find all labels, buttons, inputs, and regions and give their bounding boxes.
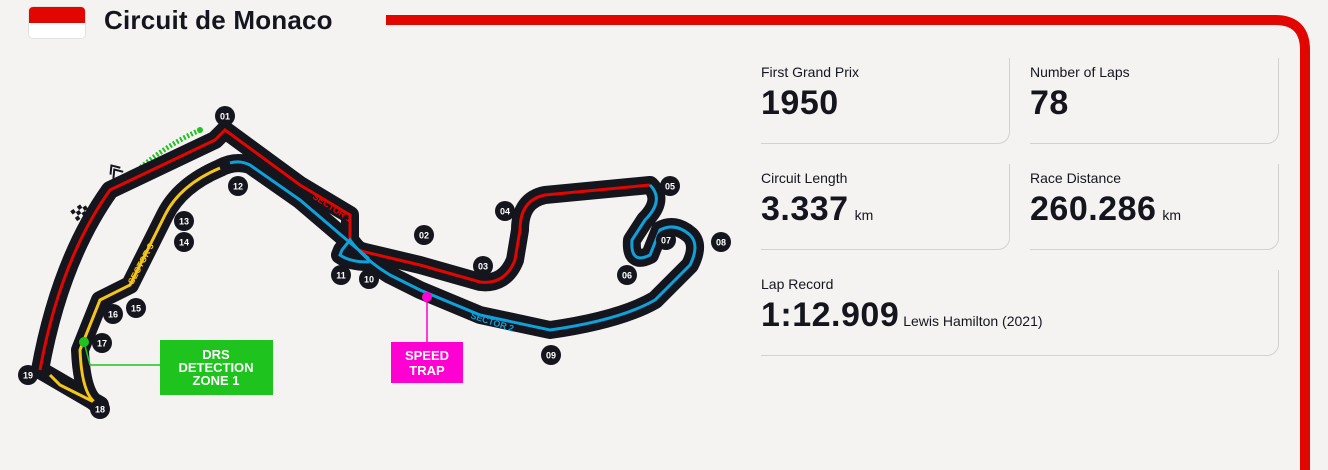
- drs-connector: [83, 341, 160, 366]
- stat-circuit-length: Circuit Length 3.337 km: [761, 164, 1010, 250]
- turn-marker-18: 18: [90, 399, 110, 419]
- turn-marker-circle: [495, 201, 515, 221]
- turn-marker-label: 09: [546, 351, 556, 361]
- turn-marker-label: 08: [716, 238, 726, 248]
- turn-marker-label: 11: [336, 271, 346, 281]
- turn-marker-label: 01: [220, 112, 230, 122]
- track-map: SECTOR 1 SECTOR 2 SECTOR 3 DRS DETECTION…: [18, 106, 731, 419]
- turn-marker-circle: [215, 106, 235, 126]
- turn-marker-11: 11: [331, 265, 351, 285]
- turn-marker-circle: [90, 399, 110, 419]
- turn-marker-circle: [359, 269, 379, 289]
- turn-marker-13: 13: [174, 211, 194, 231]
- stat-first-grand-prix: First Grand Prix 1950: [761, 58, 1010, 144]
- turn-marker-circle: [18, 365, 38, 385]
- turn-marker-label: 10: [364, 275, 374, 285]
- circuit-title: Circuit de Monaco: [104, 5, 333, 35]
- number-of-laps-label: Number of Laps: [1030, 64, 1130, 80]
- drs-label-line-1: DRS: [202, 347, 230, 362]
- turn-marker-10: 10: [359, 269, 379, 289]
- turn-marker-02: 02: [414, 225, 434, 245]
- turn-marker-label: 19: [23, 371, 33, 381]
- stat-number-of-laps: Number of Laps 78: [1030, 58, 1279, 144]
- turn-marker-label: 18: [95, 405, 105, 415]
- turn-marker-label: 14: [179, 238, 189, 248]
- turn-marker-19: 19: [18, 365, 38, 385]
- turn-marker-09: 09: [541, 345, 561, 365]
- number-of-laps-value: 78: [1030, 84, 1069, 122]
- turn-marker-circle: [92, 333, 112, 353]
- race-distance-label: Race Distance: [1030, 170, 1122, 186]
- drs-zone-arc-end: [197, 127, 203, 133]
- lap-record-holder: Lewis Hamilton (2021): [903, 313, 1043, 329]
- turn-marker-label: 12: [233, 182, 243, 192]
- turn-marker-circle: [174, 211, 194, 231]
- drs-label-line-2: DETECTION: [178, 360, 253, 375]
- lap-record-label: Lap Record: [761, 276, 834, 292]
- first-grand-prix-label: First Grand Prix: [761, 64, 860, 80]
- turn-marker-circle: [473, 256, 493, 276]
- chequered-flag-icon: [70, 204, 88, 222]
- direction-arrows-icon: [109, 164, 124, 179]
- turn-marker-circle: [126, 298, 146, 318]
- sector-2-line: [229, 160, 697, 332]
- turn-marker-label: 06: [622, 271, 632, 281]
- monaco-flag: [29, 7, 85, 38]
- turn-markers: 01 02 03 04 05 06 07 08 09 10 11 12 13 14 15 16 17 18 19: [18, 106, 731, 419]
- turn-marker-label: 05: [665, 182, 675, 192]
- turn-marker-15: 15: [126, 298, 146, 318]
- race-distance-value: 260.286 km: [1030, 190, 1181, 229]
- turn-marker-circle: [103, 304, 123, 324]
- turn-marker-05: 05: [660, 176, 680, 196]
- drs-label-box: [160, 340, 273, 395]
- turn-marker-03: 03: [473, 256, 493, 276]
- turn-marker-circle: [656, 230, 676, 250]
- turn-marker-circle: [711, 232, 731, 252]
- circuit-length-number: 3.337: [761, 190, 849, 228]
- turn-marker-label: 13: [179, 217, 189, 227]
- turn-marker-07: 07: [656, 230, 676, 250]
- turn-marker-12: 12: [228, 176, 248, 196]
- turn-marker-label: 17: [97, 339, 107, 349]
- circuit-length-unit: km: [854, 207, 874, 223]
- circuit-length-value: 3.337 km: [761, 190, 873, 229]
- first-grand-prix-value: 1950: [761, 84, 839, 122]
- turn-marker-label: 04: [500, 207, 510, 217]
- circuit-length-label: Circuit Length: [761, 170, 848, 186]
- turn-marker-circle: [174, 232, 194, 252]
- race-distance-unit: km: [1162, 207, 1182, 223]
- turn-marker-label: 15: [131, 304, 141, 314]
- turn-marker-circle: [228, 176, 248, 196]
- flag-red-band: [29, 7, 85, 23]
- speed-trap-label-box: [391, 342, 463, 383]
- turn-marker-label: 03: [478, 262, 488, 272]
- turn-marker-circle: [541, 345, 561, 365]
- speed-trap-label-line-1: SPEED: [405, 348, 449, 363]
- turn-marker-14: 14: [174, 232, 194, 252]
- turn-marker-circle: [331, 265, 351, 285]
- flag-white-band: [29, 22, 85, 38]
- turn-marker-circle: [414, 225, 434, 245]
- turn-marker-06: 06: [617, 265, 637, 285]
- turn-marker-circle: [617, 265, 637, 285]
- turn-marker-04: 04: [495, 201, 515, 221]
- turn-marker-08: 08: [711, 232, 731, 252]
- turn-marker-circle: [660, 176, 680, 196]
- lap-record-time: 1:12.909: [761, 296, 900, 334]
- race-distance-number: 260.286: [1030, 190, 1157, 228]
- stat-lap-record: Lap Record 1:12.909 Lewis Hamilton (2021): [761, 270, 1279, 356]
- turn-marker-label: 07: [661, 236, 671, 246]
- stat-race-distance: Race Distance 260.286 km: [1030, 164, 1279, 250]
- turn-marker-label: 02: [419, 231, 429, 241]
- turn-marker-16: 16: [103, 304, 123, 324]
- turn-marker-17: 17: [92, 333, 112, 353]
- speed-trap-label-line-2: TRAP: [409, 363, 445, 378]
- drs-label-line-3: ZONE 1: [193, 373, 240, 388]
- turn-marker-label: 16: [108, 310, 118, 320]
- turn-marker-01: 01: [215, 106, 235, 126]
- lap-record-value: 1:12.909 Lewis Hamilton (2021): [761, 296, 1043, 335]
